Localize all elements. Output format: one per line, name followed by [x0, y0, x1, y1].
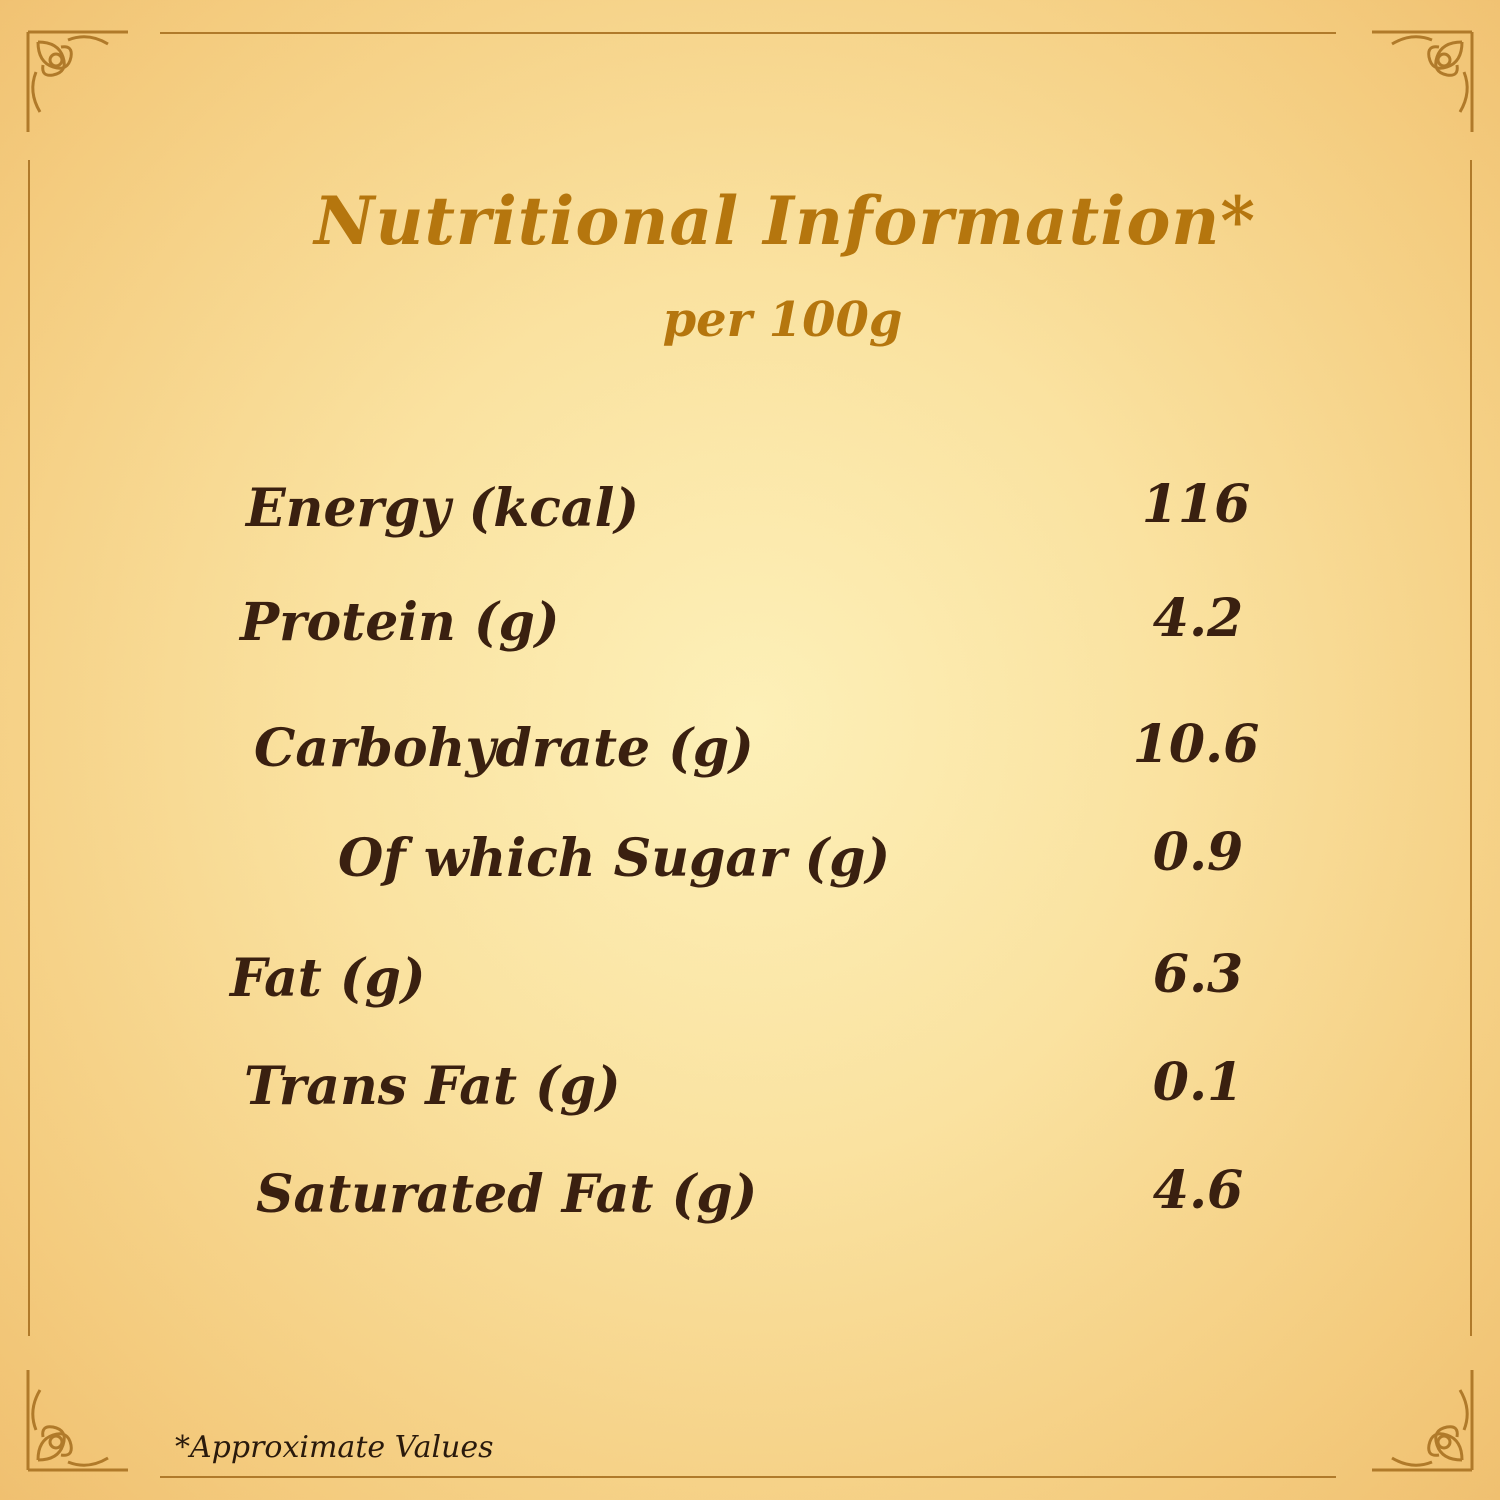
page-subtitle: per 100g — [662, 292, 903, 348]
nutrient-value-carbohydrate: 10.6 — [1132, 714, 1260, 775]
corner-ornament-top-right — [1362, 22, 1482, 142]
nutrient-value-protein: 4.2 — [1152, 588, 1244, 649]
corner-ornament-bottom-left — [18, 1360, 138, 1480]
nutrient-label-saturated-fat: Saturated Fat (g) — [256, 1164, 758, 1225]
nutrient-label-trans-fat: Trans Fat (g) — [244, 1056, 621, 1117]
nutrient-label-sugar: Of which Sugar (g) — [338, 828, 891, 889]
page-title: Nutritional Information* — [314, 182, 1256, 260]
corner-ornament-bottom-right — [1362, 1360, 1482, 1480]
nutrient-value-saturated-fat: 4.6 — [1152, 1160, 1244, 1221]
footnote: *Approximate Values — [175, 1430, 494, 1465]
frame-bottom-border — [160, 1476, 1336, 1478]
nutrient-value-sugar: 0.9 — [1152, 822, 1244, 883]
frame-right-border — [1470, 160, 1472, 1336]
frame-top-border — [160, 32, 1336, 34]
nutrient-label-fat: Fat (g) — [230, 948, 426, 1009]
nutrient-value-energy: 116 — [1141, 474, 1251, 535]
frame-left-border — [28, 160, 30, 1336]
corner-ornament-top-left — [18, 22, 138, 142]
nutrient-label-carbohydrate: Carbohydrate (g) — [254, 718, 754, 779]
nutrient-label-energy: Energy (kcal) — [246, 478, 639, 539]
nutrient-label-protein: Protein (g) — [240, 592, 560, 653]
nutrient-value-fat: 6.3 — [1152, 944, 1244, 1005]
nutrient-value-trans-fat: 0.1 — [1152, 1052, 1244, 1113]
